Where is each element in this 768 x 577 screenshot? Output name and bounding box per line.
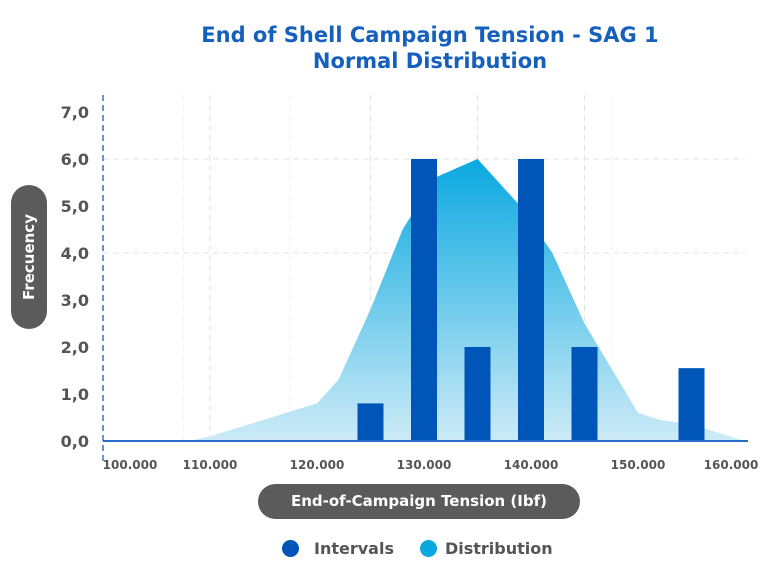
y-tick-label: 7,0: [61, 103, 89, 122]
bar-interval: [678, 368, 705, 441]
legend-swatch-intervals: [282, 540, 299, 557]
bar-interval: [571, 347, 598, 441]
y-tick-label: 5,0: [61, 197, 89, 216]
x-tick-label: 150.000: [611, 458, 666, 472]
legend-label: Distribution: [444, 539, 553, 558]
subtitle-line: Normal Distribution: [312, 49, 548, 73]
y-axis-label: Frecuency: [11, 185, 47, 329]
legend-item-intervals[interactable]: Intervals: [282, 539, 394, 558]
chart-title: End of Shell Campaign Tension - SAG 1 No…: [0, 22, 768, 74]
x-tick-label: 120.000: [290, 458, 345, 472]
title-line: End of Shell Campaign Tension - SAG 1: [201, 23, 659, 47]
y-tick-label: 4,0: [61, 244, 89, 263]
x-axis-label: End-of-Campaign Tension (Ibf): [258, 484, 580, 519]
y-tick-label: 3,0: [61, 291, 89, 310]
y-tick-label: 1,0: [61, 385, 89, 404]
y-axis-label-text: Frecuency: [20, 214, 38, 300]
x-tick-label: 130.000: [397, 458, 452, 472]
y-tick-label: 0,0: [61, 432, 89, 451]
y-tick-label: 6,0: [61, 150, 89, 169]
bar-interval: [464, 347, 491, 441]
bar-interval: [411, 159, 437, 441]
legend-item-distribution[interactable]: Distribution: [419, 539, 553, 558]
x-tick-label: 110.000: [183, 458, 238, 472]
bar-interval: [357, 403, 384, 441]
legend: Intervals Distribution: [282, 539, 579, 558]
y-tick-label: 2,0: [61, 338, 89, 357]
legend-swatch-distribution: [419, 540, 437, 557]
legend-label: Intervals: [314, 539, 394, 558]
x-tick-label: 140.000: [504, 458, 559, 472]
bar-interval: [518, 159, 544, 441]
x-tick-label: 160.000: [704, 458, 759, 472]
x-tick-label: 100.000: [103, 458, 158, 472]
